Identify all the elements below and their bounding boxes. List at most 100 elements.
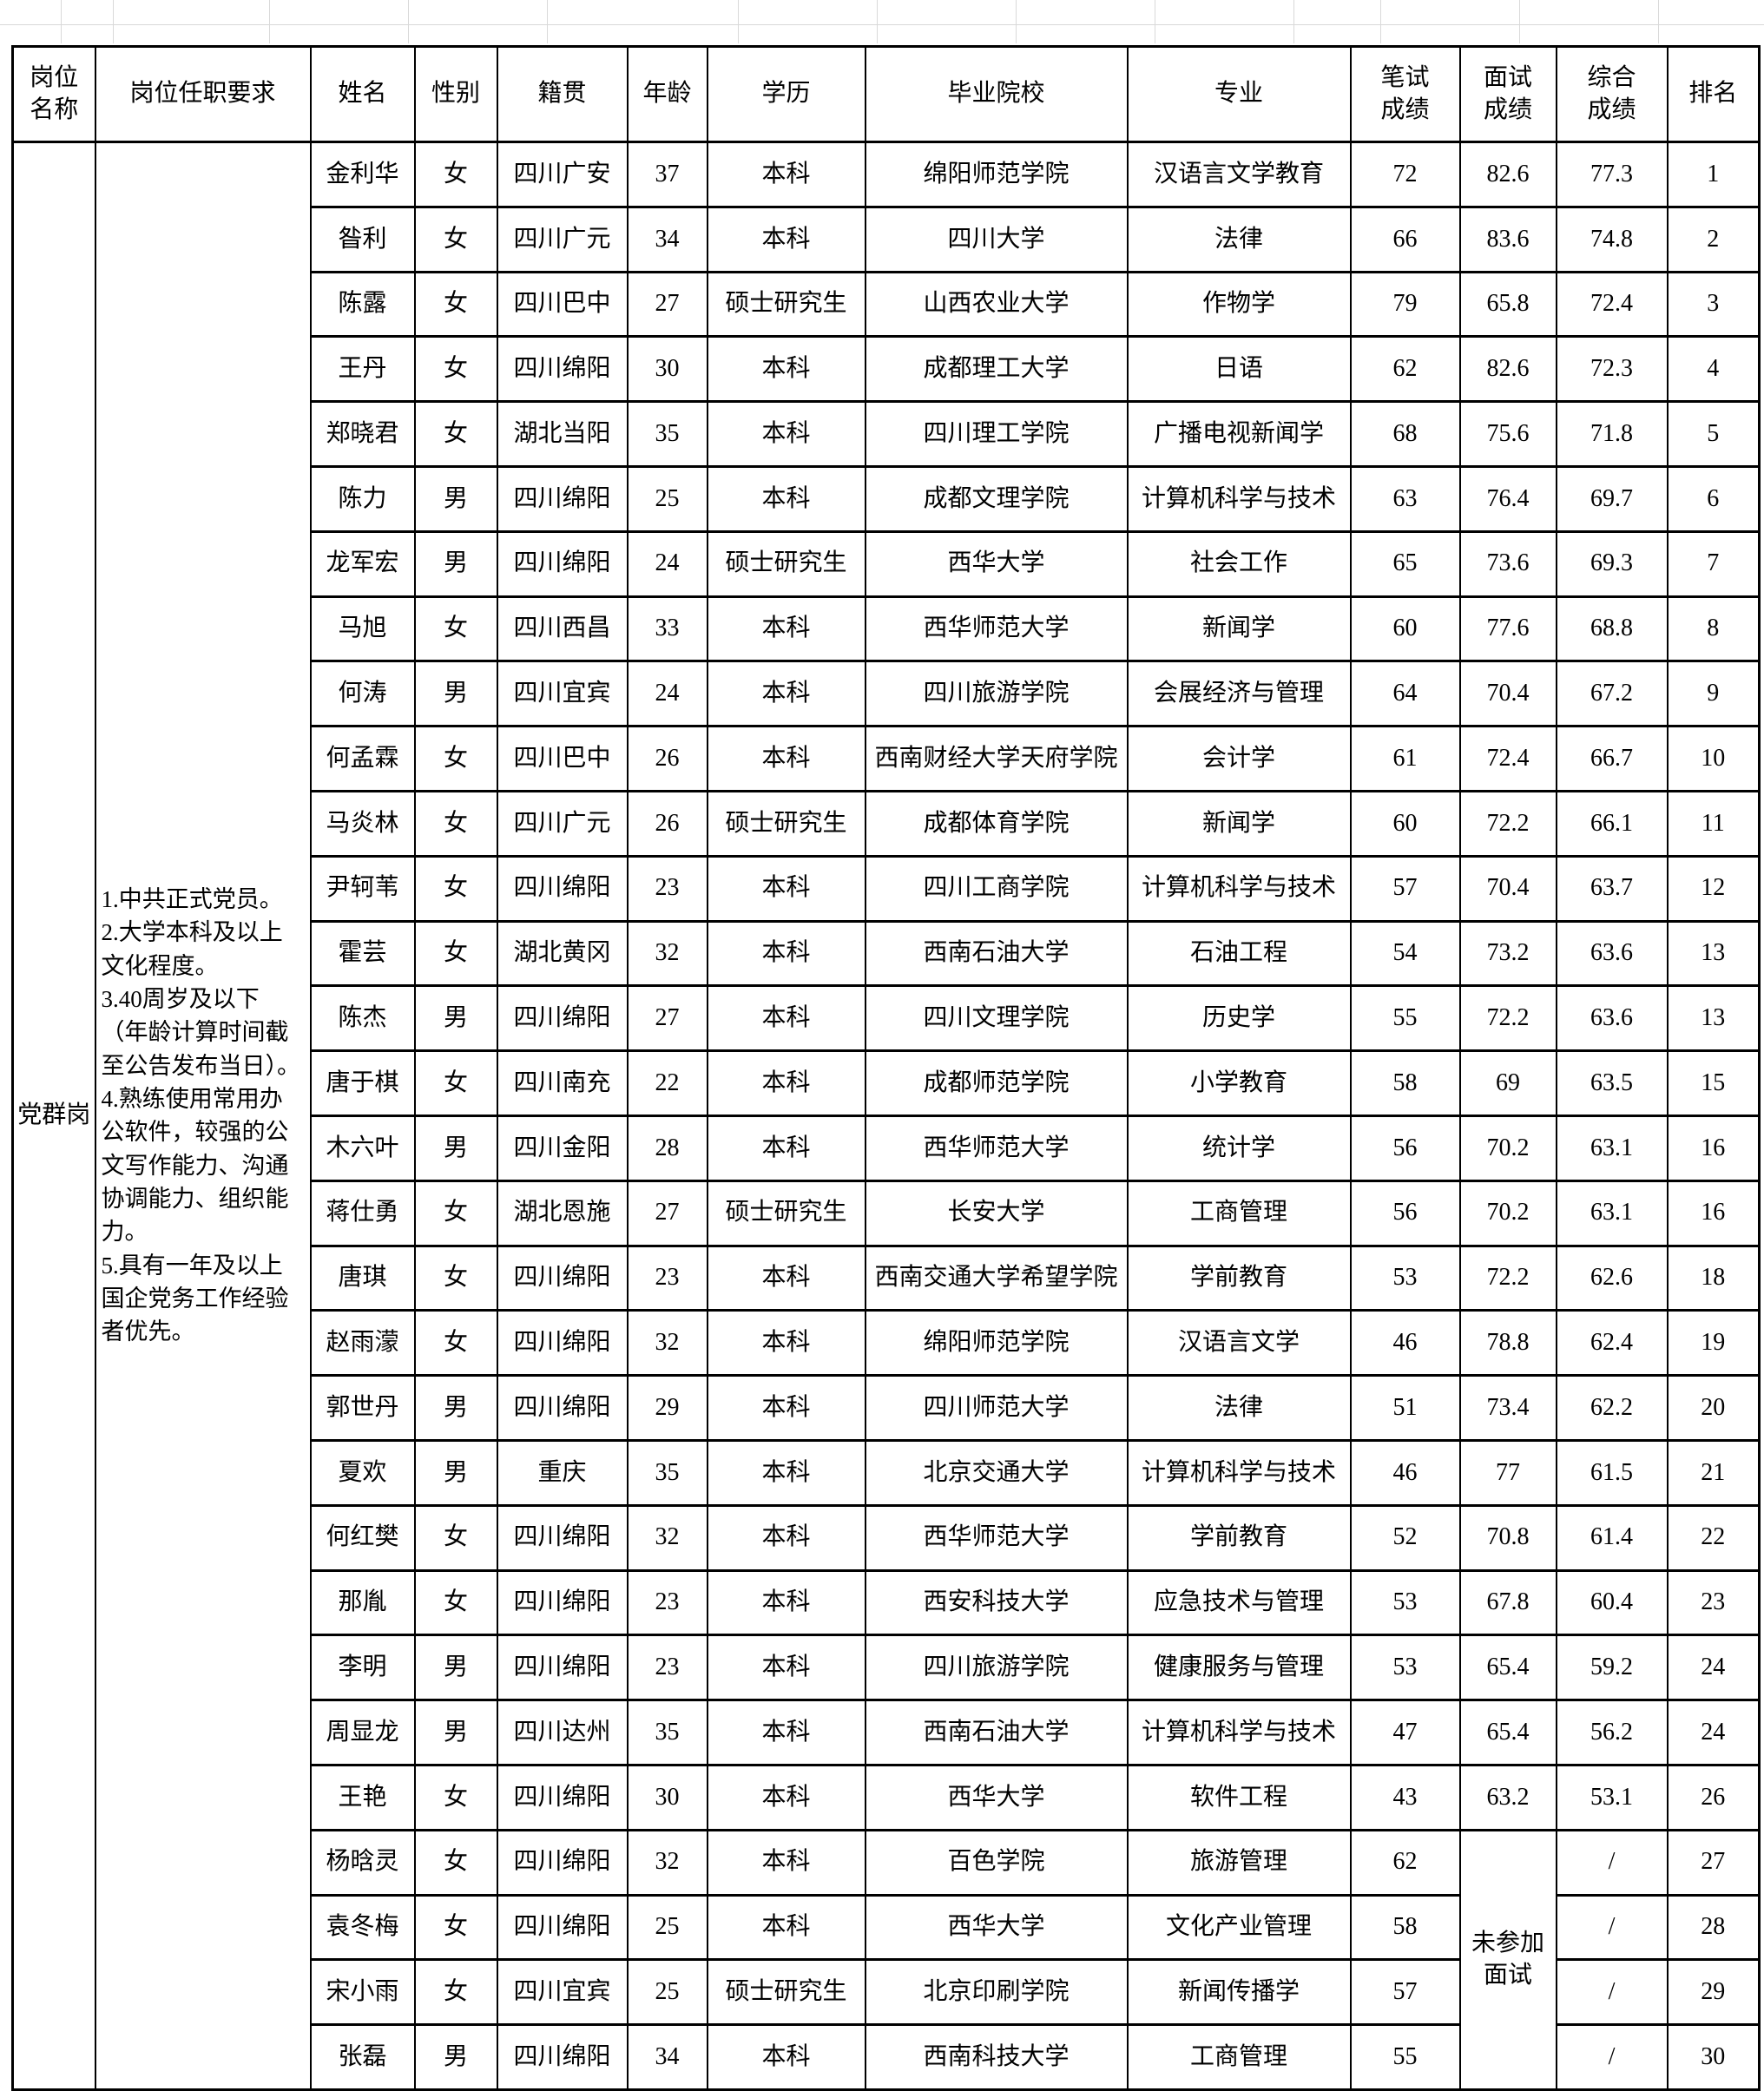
age-cell: 27 bbox=[626, 984, 708, 1053]
school-cell: 西安科技大学 bbox=[864, 1568, 1129, 1637]
school-cell: 四川文理学院 bbox=[864, 984, 1129, 1053]
name-cell: 夏欢 bbox=[309, 1438, 416, 1507]
rank-cell: 4 bbox=[1666, 335, 1761, 404]
table-row: 郑晓君女湖北当阳 35 本科 四川理工学院 广播电视新闻学 68 75.6 71.8 5 bbox=[13, 400, 1761, 468]
results-table-body: 党群岗 1.中共正式党员。 2.大学本科及以上文化程度。 3.40周岁及以下（年龄… bbox=[11, 141, 1761, 2091]
education-cell: 本科 bbox=[706, 1438, 866, 1507]
written-score-cell: 56 bbox=[1349, 1114, 1461, 1182]
table-row: 袁冬梅女四川绵阳 25 本科 西华大学 文化产业管理 58 /28 bbox=[13, 1893, 1761, 1962]
table-row: 昝利女四川广元 34 本科 四川大学 法律 66 83.6 74.8 2 bbox=[13, 205, 1761, 273]
education-cell: 本科 bbox=[706, 1763, 866, 1831]
age-cell: 32 bbox=[626, 1828, 708, 1897]
overall-score-cell: 67.2 bbox=[1555, 660, 1669, 728]
rank-cell: 1 bbox=[1666, 141, 1761, 208]
gender-cell: 女 bbox=[413, 270, 498, 339]
written-score-cell: 72 bbox=[1349, 141, 1461, 208]
name-cell: 龙军宏 bbox=[309, 529, 416, 598]
rank-cell: 5 bbox=[1666, 400, 1761, 468]
requirements-cell: 1.中共正式党员。 2.大学本科及以上文化程度。 3.40周岁及以下（年龄计算时… bbox=[94, 141, 312, 2091]
gender-cell: 女 bbox=[413, 1503, 498, 1572]
age-cell: 33 bbox=[626, 595, 708, 663]
school-cell: 四川旅游学院 bbox=[864, 1634, 1129, 1702]
school-cell: 成都师范学院 bbox=[864, 1049, 1129, 1117]
major-cell: 统计学 bbox=[1126, 1114, 1352, 1182]
native-place-cell: 四川绵阳 bbox=[496, 2023, 629, 2091]
native-place-cell: 湖北黄冈 bbox=[496, 919, 629, 988]
overall-score-cell: 59.2 bbox=[1555, 1634, 1669, 1702]
written-score-cell: 56 bbox=[1349, 1179, 1461, 1247]
school-cell: 西华大学 bbox=[864, 529, 1129, 598]
col-header-native-place: 籍贯 bbox=[496, 45, 629, 143]
header-row: 岗位 名称 岗位任职要求 姓名 性别 籍贯 年龄 学历 毕业院校 专业 笔试 成… bbox=[11, 45, 1761, 143]
overall-score-cell: 66.7 bbox=[1555, 725, 1669, 792]
age-cell: 23 bbox=[626, 1634, 708, 1702]
overall-score-cell: 62.6 bbox=[1555, 1244, 1669, 1312]
native-place-cell: 四川巴中 bbox=[496, 270, 629, 339]
major-cell: 应急技术与管理 bbox=[1126, 1568, 1352, 1637]
overall-score-cell: 61.5 bbox=[1555, 1438, 1669, 1507]
written-score-cell: 46 bbox=[1349, 1438, 1461, 1507]
gender-cell: 女 bbox=[413, 1568, 498, 1637]
name-cell: 陈露 bbox=[309, 270, 416, 339]
native-place-cell: 四川西昌 bbox=[496, 595, 629, 663]
native-place-cell: 湖北当阳 bbox=[496, 400, 629, 468]
major-cell: 广播电视新闻学 bbox=[1126, 400, 1352, 468]
school-cell: 四川理工学院 bbox=[864, 400, 1129, 468]
education-cell: 本科 bbox=[706, 2023, 866, 2091]
school-cell: 四川师范大学 bbox=[864, 1374, 1129, 1442]
overall-score-cell: 56.2 bbox=[1555, 1699, 1669, 1766]
education-cell: 本科 bbox=[706, 141, 866, 208]
education-cell: 本科 bbox=[706, 1699, 866, 1766]
table-row: 宋小雨女四川宜宾 25 硕士研究生 北京印刷学院 新闻传播学 57 /29 bbox=[13, 1958, 1761, 2027]
gender-cell: 男 bbox=[413, 529, 498, 598]
name-cell: 唐于棋 bbox=[309, 1049, 416, 1117]
gender-cell: 男 bbox=[413, 660, 498, 728]
age-cell: 37 bbox=[626, 141, 708, 208]
rank-cell: 30 bbox=[1666, 2023, 1761, 2091]
native-place-cell: 四川南充 bbox=[496, 1049, 629, 1117]
rank-cell: 8 bbox=[1666, 595, 1761, 663]
school-cell: 西华大学 bbox=[864, 1893, 1129, 1962]
gender-cell: 女 bbox=[413, 1763, 498, 1831]
interview-score-cell: 73.2 bbox=[1458, 919, 1557, 988]
school-cell: 四川旅游学院 bbox=[864, 660, 1129, 728]
name-cell: 蒋仕勇 bbox=[309, 1179, 416, 1247]
native-place-cell: 四川达州 bbox=[496, 1699, 629, 1766]
spreadsheet-gridline-vertical bbox=[1016, 0, 1017, 43]
col-header-school: 毕业院校 bbox=[864, 45, 1129, 143]
written-score-cell: 57 bbox=[1349, 1958, 1461, 2027]
written-score-cell: 58 bbox=[1349, 1049, 1461, 1117]
rank-cell: 15 bbox=[1666, 1049, 1761, 1117]
gender-cell: 女 bbox=[413, 595, 498, 663]
rank-cell: 11 bbox=[1666, 789, 1761, 858]
education-cell: 本科 bbox=[706, 1503, 866, 1572]
education-cell: 本科 bbox=[706, 1114, 866, 1182]
name-cell: 杨晗灵 bbox=[309, 1828, 416, 1897]
col-header-position-name: 岗位 名称 bbox=[11, 45, 96, 143]
name-cell: 王丹 bbox=[309, 335, 416, 404]
major-cell: 作物学 bbox=[1126, 270, 1352, 339]
rank-cell: 18 bbox=[1666, 1244, 1761, 1312]
overall-score-cell: 69.7 bbox=[1555, 464, 1669, 533]
overall-score-cell: / bbox=[1555, 2023, 1669, 2091]
written-score-cell: 62 bbox=[1349, 335, 1461, 404]
school-cell: 北京交通大学 bbox=[864, 1438, 1129, 1507]
interview-score-cell: 73.6 bbox=[1458, 529, 1557, 598]
education-cell: 本科 bbox=[706, 1244, 866, 1312]
interview-score-cell: 69 bbox=[1458, 1049, 1557, 1117]
rank-cell: 22 bbox=[1666, 1503, 1761, 1572]
school-cell: 西华大学 bbox=[864, 1763, 1129, 1831]
gender-cell: 女 bbox=[413, 789, 498, 858]
overall-score-cell: 63.6 bbox=[1555, 984, 1669, 1053]
table-row: 尹轲苇女四川绵阳 23 本科 四川工商学院 计算机科学与技术 57 70.4 63.7 12 bbox=[13, 854, 1761, 923]
name-cell: 周显龙 bbox=[309, 1699, 416, 1766]
rank-cell: 7 bbox=[1666, 529, 1761, 598]
table-row: 何孟霖女四川巴中 26 本科 西南财经大学天府学院 会计学 61 72.4 66.7 10 bbox=[13, 725, 1761, 792]
rank-cell: 19 bbox=[1666, 1309, 1761, 1378]
gender-cell: 女 bbox=[413, 1049, 498, 1117]
school-cell: 绵阳师范学院 bbox=[864, 1309, 1129, 1378]
major-cell: 工商管理 bbox=[1126, 2023, 1352, 2091]
written-score-cell: 52 bbox=[1349, 1503, 1461, 1572]
school-cell: 绵阳师范学院 bbox=[864, 141, 1129, 208]
major-cell: 汉语言文学教育 bbox=[1126, 141, 1352, 208]
